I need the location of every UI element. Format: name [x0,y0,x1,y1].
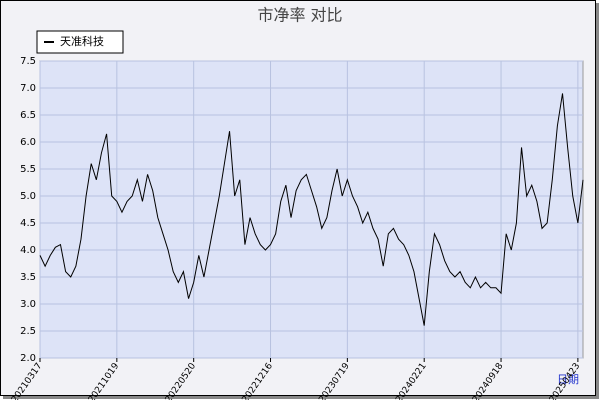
chart-title: 市净率 对比 [257,6,342,25]
y-tick-label: 3.0 [20,299,36,310]
series-line [39,93,584,326]
y-tick-label: 6.0 [20,137,36,148]
x-axis-label: 日期 [557,373,579,386]
y-tick-label: 3.5 [20,272,36,283]
y-tick-label: 7.5 [20,56,36,67]
y-tick-label: 7.0 [20,83,36,94]
y-tick-label: 5.5 [20,164,36,175]
legend [36,30,124,54]
y-tick-label: 2.5 [20,326,36,337]
plot-area [39,60,584,359]
y-tick-label: 2.0 [20,353,36,364]
y-tick-label: 6.5 [20,110,36,121]
y-tick-label: 4.5 [20,218,36,229]
y-tick-label: 4.0 [20,245,36,256]
y-tick-label: 5.0 [20,191,36,202]
legend-label: 天准科技 [60,34,104,48]
